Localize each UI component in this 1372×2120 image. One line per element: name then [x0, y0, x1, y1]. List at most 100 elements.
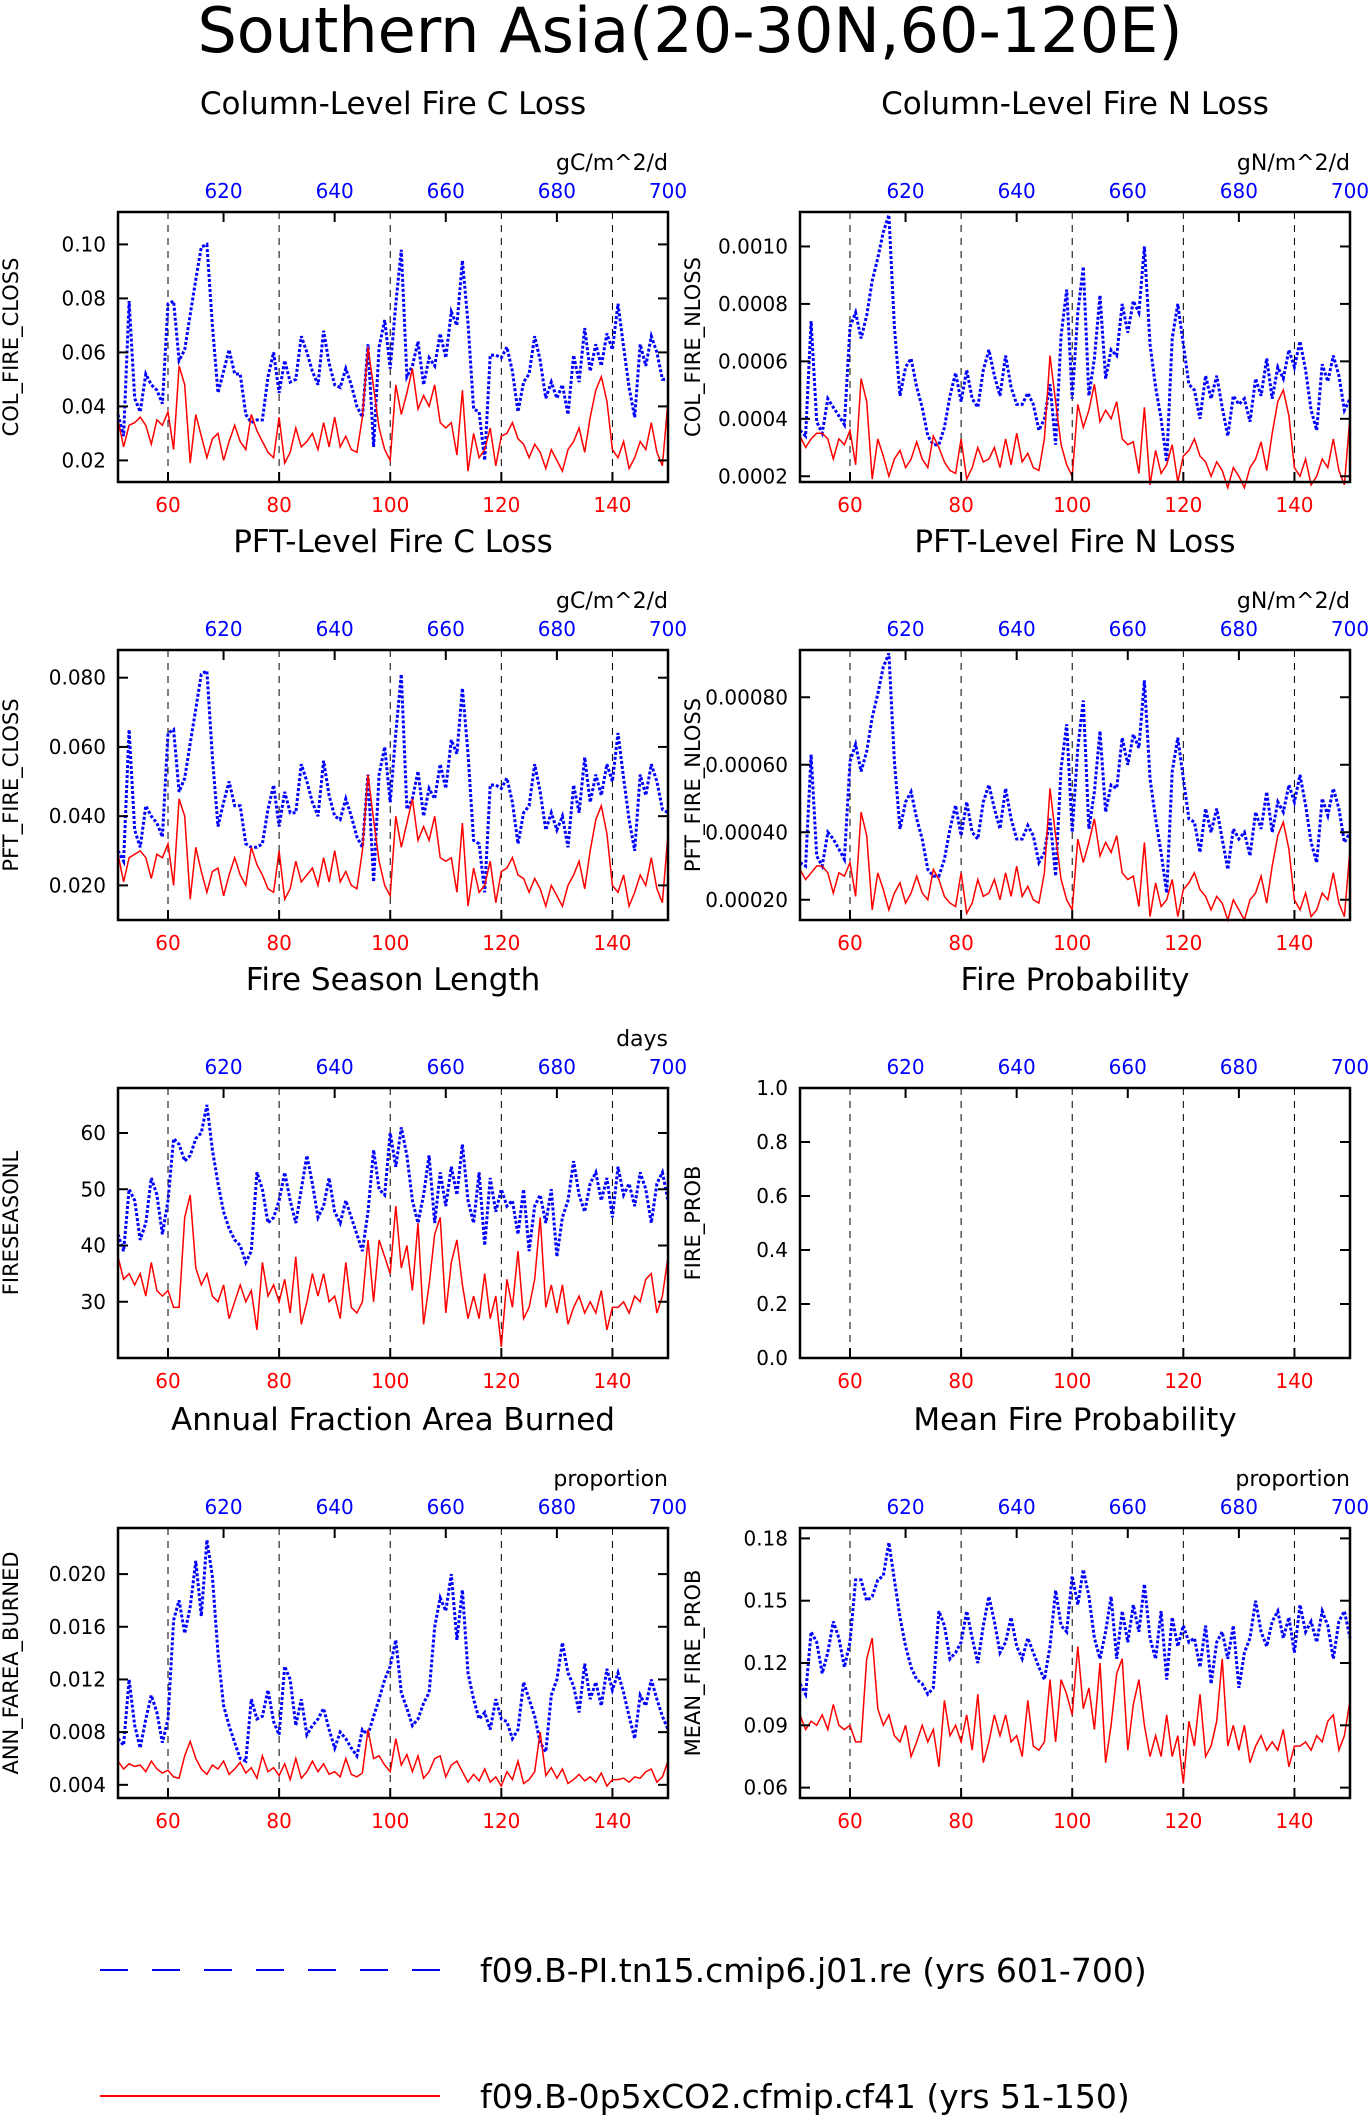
plot-frame	[798, 1526, 1352, 1800]
xtick-label-bottom: 100	[1053, 931, 1091, 955]
xtick-label-top: 640	[316, 617, 354, 641]
ytick-label: 0.00060	[705, 753, 788, 777]
y-axis-label: FIRESEASONL	[0, 1151, 23, 1296]
xtick-label-bottom: 60	[155, 931, 180, 955]
panel-title: Fire Probability	[960, 962, 1189, 998]
xtick-label-top: 640	[998, 617, 1036, 641]
plot-frame	[798, 1086, 1352, 1360]
xtick-label-bottom: 120	[482, 931, 520, 955]
panel-4: PFT-Level Fire N Loss gN/m^2/d 0.00020 0.00…	[681, 524, 1369, 955]
xtick-label-bottom: 120	[1164, 493, 1202, 517]
panel-title: Column-Level Fire C Loss	[200, 86, 586, 122]
xtick-label-bottom: 60	[837, 493, 862, 517]
ytick-label: 0.0010	[718, 234, 788, 258]
ytick-label: 0.0002	[718, 464, 788, 488]
xtick-label-bottom: 140	[593, 1369, 631, 1393]
xtick-label-bottom: 120	[1164, 1809, 1202, 1833]
xtick-label-bottom: 80	[948, 1809, 973, 1833]
xtick-label-top: 660	[427, 179, 465, 203]
series-line-blue	[799, 652, 1352, 894]
xtick-label-bottom: 120	[482, 1809, 520, 1833]
xtick-label-top: 700	[649, 1055, 687, 1079]
ytick-label: 0.080	[49, 666, 106, 690]
y-axis-label: PFT_FIRE_CLOSS	[0, 698, 24, 871]
series-line-red	[117, 1729, 669, 1788]
ytick-label: 0.0006	[718, 349, 788, 373]
xtick-label-bottom: 80	[266, 1369, 291, 1393]
ytick-label: 0.020	[49, 873, 106, 897]
panel-title: PFT-Level Fire N Loss	[914, 524, 1235, 560]
legend: f09.B-PI.tn15.cmip6.j01.re (yrs 601-700)…	[100, 1951, 1147, 2116]
xtick-label-top: 640	[316, 1055, 354, 1079]
y-axis-label: PFT_FIRE_NLOSS	[681, 698, 706, 872]
xtick-label-top: 680	[1220, 1495, 1258, 1519]
xtick-label-top: 620	[886, 1495, 924, 1519]
xtick-label-bottom: 120	[1164, 931, 1202, 955]
xtick-label-bottom: 100	[371, 1369, 409, 1393]
xtick-label-bottom: 120	[482, 493, 520, 517]
xtick-label-top: 680	[1220, 179, 1258, 203]
ytick-label: 0.016	[49, 1615, 106, 1639]
xtick-label-bottom: 80	[266, 493, 291, 517]
legend-label-red: f09.B-0p5xCO2.cfmip.cf41 (yrs 51-150)	[480, 2077, 1130, 2116]
xtick-label-bottom: 80	[266, 931, 291, 955]
ytick-label: 0.040	[49, 804, 106, 828]
ytick-label: 0.00040	[705, 820, 788, 844]
ytick-label: 0.0004	[718, 407, 788, 431]
xtick-label-bottom: 120	[1164, 1369, 1202, 1393]
series-line-red	[117, 346, 669, 474]
ytick-label: 0.8	[756, 1130, 788, 1154]
ytick-label: 0.0	[756, 1346, 788, 1370]
panel-6: Fire Probability 0.0 0.2 0.4 0.6 0.8 1.0 60 80 10…	[681, 962, 1369, 1393]
xtick-label-top: 640	[316, 179, 354, 203]
xtick-label-bottom: 60	[155, 493, 180, 517]
units-label: proportion	[1235, 1467, 1350, 1492]
series-line-blue	[798, 214, 1352, 463]
ytick-label: 30	[81, 1290, 106, 1314]
plot-frame	[798, 648, 1352, 922]
ytick-label: 0.00080	[705, 685, 788, 709]
ytick-label: 0.012	[49, 1667, 106, 1691]
xtick-label-top: 620	[204, 617, 242, 641]
xtick-label-top: 620	[886, 1055, 924, 1079]
xtick-label-top: 620	[204, 1055, 242, 1079]
ytick-label: 0.004	[49, 1773, 106, 1797]
units-label: gN/m^2/d	[1237, 151, 1350, 176]
xtick-label-top: 640	[998, 1055, 1036, 1079]
xtick-label-top: 660	[427, 1495, 465, 1519]
xtick-label-bottom: 100	[1053, 1809, 1091, 1833]
series-line-red	[799, 788, 1351, 923]
xtick-label-bottom: 60	[155, 1809, 180, 1833]
xtick-label-bottom: 140	[593, 493, 631, 517]
ytick-label: 40	[81, 1234, 106, 1258]
xtick-label-top: 620	[204, 1495, 242, 1519]
xtick-label-top: 680	[538, 179, 576, 203]
y-axis-label: COL_FIRE_NLOSS	[681, 257, 706, 437]
xtick-label-bottom: 140	[593, 1809, 631, 1833]
ytick-label: 0.06	[61, 340, 106, 364]
xtick-label-bottom: 140	[1275, 931, 1313, 955]
ytick-label: 0.10	[61, 232, 106, 256]
xtick-label-top: 700	[1331, 1055, 1369, 1079]
ytick-label: 0.18	[743, 1526, 788, 1550]
xtick-label-bottom: 60	[837, 1809, 862, 1833]
xtick-label-top: 640	[998, 1495, 1036, 1519]
xtick-label-top: 640	[316, 1495, 354, 1519]
xtick-label-bottom: 140	[1275, 1369, 1313, 1393]
ytick-label: 0.0008	[718, 292, 788, 316]
units-label: gC/m^2/d	[556, 151, 668, 176]
panel-title: PFT-Level Fire C Loss	[233, 524, 553, 560]
xtick-label-bottom: 100	[371, 931, 409, 955]
xtick-label-bottom: 80	[948, 493, 973, 517]
xtick-label-bottom: 100	[371, 1809, 409, 1833]
xtick-label-top: 660	[1109, 1495, 1147, 1519]
xtick-label-bottom: 80	[948, 1369, 973, 1393]
panel-title: Column-Level Fire N Loss	[881, 86, 1269, 122]
panel-title: Annual Fraction Area Burned	[171, 1402, 615, 1438]
ytick-label: 0.15	[743, 1589, 788, 1613]
xtick-label-bottom: 80	[948, 931, 973, 955]
xtick-label-bottom: 120	[482, 1369, 520, 1393]
xtick-label-top: 680	[538, 617, 576, 641]
xtick-label-top: 680	[1220, 617, 1258, 641]
